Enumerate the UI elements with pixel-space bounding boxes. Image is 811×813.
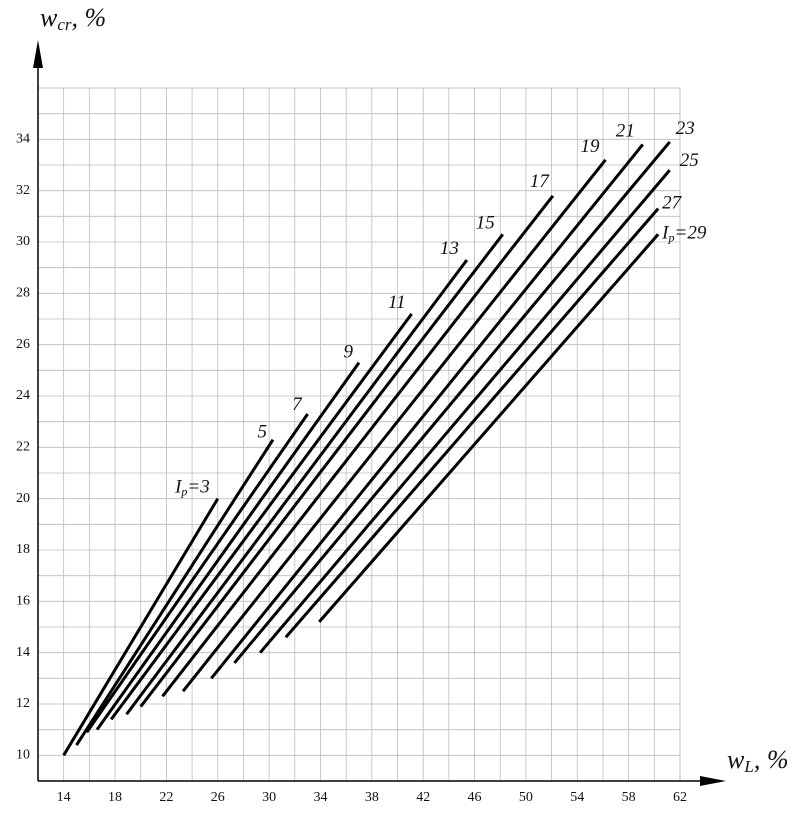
line-name: 23 — [676, 118, 695, 139]
label-prefix-base: I — [174, 477, 183, 498]
y-tick-label: 20 — [16, 491, 30, 506]
x-tick-label: 26 — [211, 790, 225, 805]
x-tick-label: 30 — [262, 790, 276, 805]
line-name: 17 — [530, 171, 551, 192]
line — [139, 233, 504, 708]
label-prefix-sub: p — [668, 230, 675, 244]
x-label-unit: , % — [754, 745, 789, 774]
x-tick-label: 38 — [365, 790, 379, 805]
y-tick-label: 18 — [16, 542, 30, 557]
line-name: 5 — [257, 422, 267, 443]
line-name: 19 — [581, 136, 601, 157]
y-label-unit: , % — [72, 3, 107, 32]
label-prefix-base: I — [661, 223, 670, 244]
line — [95, 361, 361, 731]
y-label-sub: cr — [57, 15, 72, 34]
line-label: Ip=3 — [174, 477, 210, 498]
x-tick-label: 34 — [313, 790, 327, 805]
line — [62, 497, 220, 757]
line-label: 25 — [680, 150, 699, 171]
line-name: 13 — [440, 238, 459, 259]
y-tick-label: 28 — [16, 286, 30, 301]
x-tick-label: 54 — [570, 790, 584, 805]
line-name: 9 — [344, 342, 354, 363]
line — [125, 259, 469, 716]
line-label: 7 — [292, 394, 303, 415]
x-tick-label: 18 — [108, 790, 122, 805]
line-name: 15 — [476, 213, 495, 234]
line-label: 17 — [530, 171, 551, 192]
y-label-base: w — [40, 3, 58, 32]
line-label: 13 — [440, 238, 459, 259]
line — [75, 438, 275, 746]
line-name: 25 — [680, 150, 699, 171]
label-prefix-sign: = — [675, 223, 688, 244]
line-label: 21 — [616, 121, 635, 142]
line — [85, 413, 309, 734]
y-axis-label: wcr, % — [40, 3, 106, 34]
x-tick-label: 62 — [673, 790, 687, 805]
x-tick-label: 14 — [57, 790, 71, 805]
y-tick-label: 12 — [16, 696, 30, 711]
line-label: Ip=29 — [661, 223, 707, 244]
line — [109, 312, 413, 721]
x-label-base: w — [727, 745, 745, 774]
y-tick-label: 16 — [16, 594, 30, 609]
y-tick-label: 10 — [16, 748, 30, 763]
line-name: 27 — [662, 193, 683, 214]
grid — [37, 87, 681, 781]
marks — [62, 140, 671, 757]
line — [161, 194, 555, 698]
line — [233, 140, 671, 664]
x-axis-label: wL, % — [727, 745, 788, 776]
y-tick-label: 26 — [16, 337, 30, 352]
y-tick-label: 24 — [16, 388, 30, 403]
line — [210, 143, 644, 680]
line-name: 7 — [292, 394, 303, 415]
line-label: 15 — [476, 213, 495, 234]
line-label: 19 — [581, 136, 601, 157]
x-tick-label: 50 — [519, 790, 533, 805]
line — [284, 207, 660, 639]
x-tick-label: 22 — [159, 790, 173, 805]
line-label: 27 — [662, 193, 683, 214]
x-tick-label: 42 — [416, 790, 430, 805]
label-prefix-sub: p — [180, 484, 187, 498]
line-label: 11 — [388, 292, 406, 313]
y-tick-label: 22 — [16, 440, 30, 455]
y-arrow — [33, 40, 43, 68]
line — [318, 233, 660, 623]
line-label: 5 — [257, 422, 267, 443]
y-tick-label: 34 — [16, 132, 30, 147]
line-name: 11 — [388, 292, 406, 313]
y-tick-label: 32 — [16, 183, 30, 198]
line — [258, 169, 671, 654]
line-name: 3 — [199, 477, 210, 498]
label-prefix-sign: = — [187, 477, 200, 498]
x-arrow — [700, 776, 726, 786]
line-name: 21 — [616, 121, 635, 142]
y-tick-label: 14 — [16, 645, 30, 660]
line-name: 29 — [687, 223, 707, 244]
line — [181, 158, 607, 693]
x-tick-label: 46 — [468, 790, 482, 805]
x-label-sub: L — [743, 757, 753, 776]
x-tick-label: 58 — [622, 790, 636, 805]
y-tick-label: 30 — [16, 234, 30, 249]
line-label: 23 — [676, 118, 695, 139]
line-label: 9 — [344, 342, 354, 363]
